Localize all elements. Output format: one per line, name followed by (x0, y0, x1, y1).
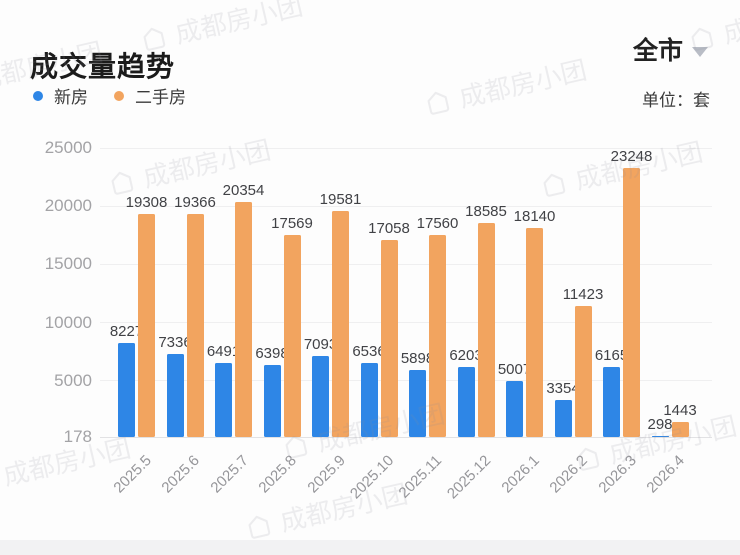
bar-new-homes-2026.2[interactable] (554, 400, 572, 437)
x-tick-label: 2025.11 (395, 452, 446, 502)
bar-new-homes-2025.7[interactable] (215, 363, 232, 437)
x-tick-label: 2026.1 (498, 452, 543, 497)
bar-resale-homes-2025.11[interactable] (429, 234, 446, 437)
bar-new-homes-2026.1[interactable] (506, 380, 523, 437)
bar-resale-homes-2026.3[interactable] (623, 168, 640, 437)
y-tick-label: 178 (63, 427, 92, 446)
bar-value-label: 20354 (222, 182, 265, 200)
bar-value-label: 1443 (663, 402, 697, 420)
bar-resale-homes-2025.5[interactable] (138, 214, 155, 437)
bar-value-label: 6536 (352, 342, 386, 360)
unit-label: 单位：套 (642, 91, 710, 110)
region-selector-label: 全市 (632, 37, 683, 65)
bar-resale-homes-2026.4[interactable] (671, 422, 689, 437)
bar-value-label: 3354 (546, 380, 580, 398)
y-tick-label: 25000 (44, 138, 92, 157)
bar-value-label: 17058 (368, 220, 410, 238)
chevron-down-icon (692, 46, 708, 57)
bar-value-label: 5898 (400, 350, 435, 368)
bar-value-label: 19366 (174, 193, 216, 211)
bar-new-homes-2026.3[interactable] (603, 367, 620, 437)
bar-value-label: 7336 (158, 333, 192, 351)
bar-resale-homes-2025.6[interactable] (186, 213, 204, 437)
bar-value-label: 11423 (562, 286, 604, 304)
gridline (100, 322, 712, 324)
gridline (100, 147, 712, 149)
bar-new-homes-2025.5[interactable] (118, 343, 135, 437)
bar-resale-homes-2025.7[interactable] (235, 202, 252, 437)
legend-label: 二手房 (135, 88, 186, 107)
y-tick-label: 5000 (54, 370, 92, 390)
bar-value-label: 19581 (319, 191, 362, 209)
bar-value-label: 17569 (271, 214, 313, 232)
bar-value-label: 23248 (610, 148, 653, 166)
bar-new-homes-2025.8[interactable] (263, 364, 281, 437)
bar-value-label: 19308 (125, 194, 168, 212)
bar-value-label: 298 (647, 415, 673, 433)
bar-value-label: 18140 (513, 207, 556, 225)
y-tick-label: 15000 (44, 254, 92, 274)
bar-new-homes-2025.9[interactable] (312, 356, 329, 437)
x-tick-label: 2026.2 (546, 452, 592, 497)
bar-value-label: 6491 (206, 343, 241, 361)
x-tick-label: 2025.10 (346, 452, 398, 503)
page-background-edge (0, 540, 740, 555)
x-tick-label: 2025.9 (304, 452, 349, 497)
bar-new-homes-2025.6[interactable] (166, 353, 184, 437)
bar-new-homes-2025.11[interactable] (409, 370, 426, 437)
legend-label: 新房 (54, 88, 88, 107)
x-tick-label: 2025.12 (443, 452, 495, 503)
bar-value-label: 17560 (416, 214, 459, 232)
bar-value-label: 7093 (303, 336, 338, 354)
x-tick-label: 2025.7 (207, 452, 252, 497)
bar-new-homes-2025.10[interactable] (360, 362, 378, 437)
x-axis-line (100, 436, 712, 438)
legend-item-resale-homes[interactable]: 二手房 (114, 83, 186, 108)
bar-value-label: 6165 (594, 347, 629, 365)
legend-dot-new-homes (33, 90, 43, 101)
bar-new-homes-2025.12[interactable] (457, 366, 475, 437)
bar-resale-homes-2026.1[interactable] (526, 227, 543, 437)
bar-resale-homes-2026.2[interactable] (574, 306, 592, 437)
bar-new-homes-2026.4[interactable] (651, 435, 669, 437)
bar-value-label: 5007 (497, 360, 532, 378)
bar-resale-homes-2025.9[interactable] (332, 211, 349, 437)
y-tick-label: 20000 (44, 196, 92, 216)
region-selector[interactable]: 全市 (633, 31, 708, 67)
x-tick-label: 2026.4 (643, 452, 689, 497)
y-tick-label: 10000 (44, 312, 92, 332)
gridline (100, 205, 712, 207)
legend-dot-resale-homes (114, 90, 124, 101)
x-tick-label: 2025.8 (255, 452, 301, 497)
bar-value-label: 6398 (255, 344, 289, 362)
x-tick-label: 2026.3 (595, 452, 640, 497)
bar-resale-homes-2025.12[interactable] (477, 222, 495, 437)
bar-value-label: 18585 (465, 202, 507, 220)
page-title: 成交量趋势 (30, 50, 176, 82)
bar-resale-homes-2025.10[interactable] (380, 240, 398, 437)
gridline (100, 263, 712, 265)
x-tick-label: 2025.6 (158, 452, 204, 497)
bar-value-label: 6203 (449, 346, 483, 364)
bar-value-label: 8227 (109, 323, 144, 341)
bar-resale-homes-2025.8[interactable] (283, 234, 301, 437)
legend-item-new-homes[interactable]: 新房 (33, 83, 88, 108)
gridline (100, 380, 712, 382)
chart-legend: 新房 二手房 (33, 83, 186, 108)
x-tick-label: 2025.5 (110, 452, 155, 497)
